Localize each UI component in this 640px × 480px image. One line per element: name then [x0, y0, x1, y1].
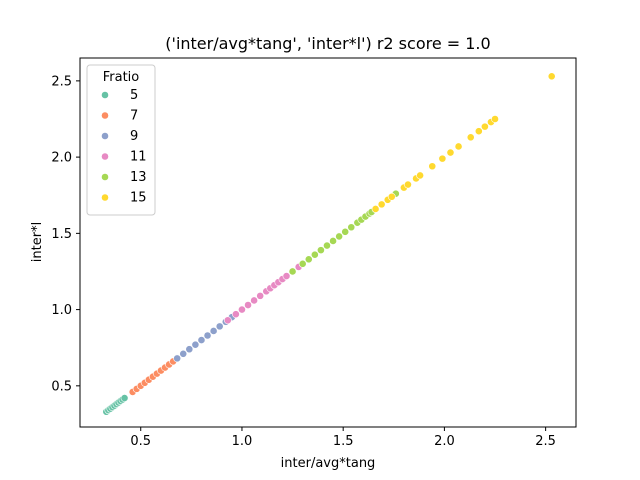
- legend-marker-fratio-7: [101, 111, 109, 120]
- y-tick-label: 2.0: [51, 151, 72, 166]
- data-point-fratio-13: [298, 259, 307, 268]
- data-point-fratio-15: [454, 142, 463, 151]
- data-point-fratio-13: [323, 241, 331, 250]
- data-point-fratio-15: [387, 192, 396, 201]
- data-point-fratio-15: [446, 148, 455, 157]
- y-tick-label: 1.5: [51, 227, 72, 242]
- data-point-fratio-11: [282, 272, 291, 280]
- data-point-fratio-13: [347, 223, 356, 232]
- x-tick-label: 1.0: [232, 434, 253, 449]
- data-point-fratio-9: [179, 349, 188, 358]
- data-point-fratio-9: [197, 336, 206, 344]
- legend-marker-fratio-5: [101, 91, 109, 99]
- legend-items: 5 7 9 11 13 15: [101, 88, 147, 206]
- data-point-fratio-15: [547, 72, 556, 81]
- data-point-fratio-15: [480, 122, 489, 131]
- legend-label-fratio-13: 13: [130, 170, 147, 185]
- data-point-fratio-11: [238, 305, 246, 314]
- data-point-fratio-13: [310, 250, 319, 259]
- data-point-fratio-9: [173, 354, 182, 363]
- legend: Fratio 5 7 9 11 13 15: [86, 64, 156, 216]
- legend-marker-fratio-15: [101, 193, 109, 202]
- data-point-fratio-9: [215, 322, 224, 331]
- data-point-fratio-13: [335, 232, 344, 241]
- data-point-fratio-9: [209, 327, 218, 335]
- legend-label-fratio-7: 7: [130, 109, 138, 124]
- data-point-fratio-9: [191, 340, 200, 349]
- x-tick-label: 2.0: [434, 434, 455, 449]
- legend-title: Fratio: [103, 70, 140, 85]
- legend-marker-fratio-11: [101, 152, 109, 161]
- data-point-fratio-13: [341, 227, 350, 236]
- data-point-fratio-15: [474, 127, 483, 136]
- data-point-fratio-15: [491, 115, 499, 123]
- x-axis-ticks: 0.5 1.0 1.5 2.0 2.5: [130, 427, 556, 449]
- y-axis-ticks: 0.5 1.0 1.5 2.0 2.5: [51, 74, 80, 394]
- x-tick-label: 0.5: [130, 434, 151, 449]
- data-point-fratio-11: [231, 310, 240, 319]
- data-point-fratio-11: [250, 296, 259, 305]
- data-point-fratio-15: [416, 171, 425, 180]
- data-point-fratio-15: [466, 133, 475, 142]
- x-axis-label: inter/avg*tang: [281, 456, 376, 471]
- x-tick-label: 2.5: [535, 434, 556, 449]
- y-axis-label: inter*l: [30, 222, 45, 262]
- data-point-fratio-11: [244, 301, 252, 309]
- data-point-fratio-13: [329, 237, 337, 245]
- data-point-fratio-11: [223, 316, 232, 325]
- data-point-fratio-11: [256, 291, 265, 300]
- x-tick-label: 1.5: [333, 434, 354, 449]
- data-point-fratio-15: [371, 205, 380, 213]
- legend-label-fratio-15: 15: [130, 191, 147, 206]
- legend-marker-fratio-9: [101, 132, 109, 140]
- legend-label-fratio-11: 11: [130, 150, 147, 165]
- data-point-fratio-15: [377, 200, 386, 209]
- data-point-fratio-9: [185, 345, 194, 354]
- legend-label-fratio-5: 5: [130, 88, 138, 103]
- data-point-fratio-9: [203, 331, 212, 340]
- legend-marker-fratio-13: [101, 173, 109, 181]
- y-tick-label: 0.5: [51, 379, 72, 394]
- chart-title: ('inter/avg*tang', 'inter*l') r2 score =…: [165, 34, 490, 53]
- data-points: [102, 72, 556, 416]
- y-tick-label: 1.0: [51, 303, 72, 318]
- data-point-fratio-5: [120, 394, 129, 402]
- legend-label-fratio-9: 9: [130, 129, 138, 144]
- data-point-fratio-15: [428, 162, 437, 171]
- plot-frame: [79, 57, 577, 428]
- data-point-fratio-13: [288, 267, 297, 276]
- data-point-fratio-13: [304, 255, 313, 264]
- data-point-fratio-15: [404, 180, 412, 189]
- y-tick-label: 2.5: [51, 74, 72, 89]
- data-point-fratio-15: [438, 154, 447, 163]
- data-point-fratio-13: [317, 246, 325, 255]
